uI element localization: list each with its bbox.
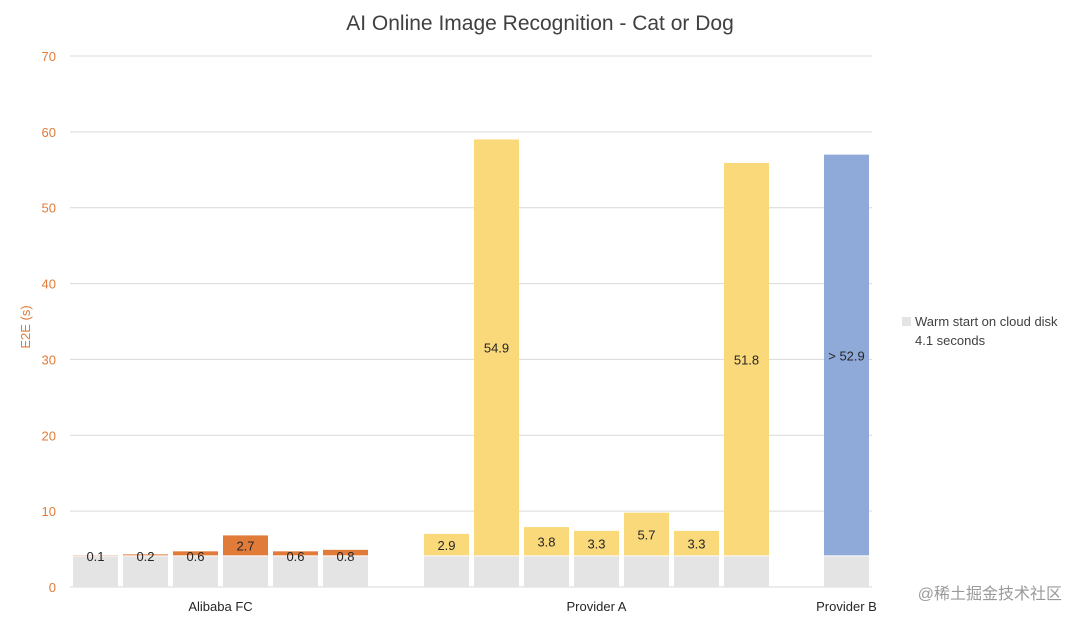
bar-segment — [474, 139, 519, 556]
bar-segment — [323, 549, 368, 556]
chart-title: AI Online Image Recognition - Cat or Dog — [346, 12, 734, 35]
bar-base-segment — [474, 555, 519, 587]
bar-base-segment — [424, 555, 469, 587]
data-label: 54.9 — [484, 341, 509, 356]
bar-segment — [173, 551, 218, 556]
bar-segment — [824, 154, 869, 556]
bar-segment — [724, 162, 769, 556]
y-axis-ticks: 0 10 20 30 40 50 60 70 — [42, 49, 56, 595]
y-tick-label: 50 — [42, 201, 56, 216]
data-label: > 52.9 — [828, 348, 865, 363]
data-labels: 0.1 0.2 0.6 2.7 0.6 0.8 2.9 54.9 3.8 3.3 5.7 3.3 51.… — [86, 341, 864, 564]
y-tick-label: 0 — [49, 580, 56, 595]
y-tick-label: 70 — [42, 49, 56, 64]
bar-base-segment — [73, 555, 118, 587]
legend-swatch — [902, 317, 911, 326]
bar-base-segment — [223, 555, 268, 587]
watermark: @稀土掘金技术社区 — [918, 585, 1062, 603]
bar-base-segment — [323, 555, 368, 587]
bar-base-segment — [624, 555, 669, 587]
data-label: 0.1 — [86, 549, 104, 564]
bar-base-segment — [824, 555, 869, 587]
data-label: 2.9 — [437, 538, 455, 553]
bar-base-segment — [524, 555, 569, 587]
data-label: 0.8 — [336, 549, 354, 564]
data-label: 0.6 — [286, 549, 304, 564]
data-label: 3.3 — [687, 536, 705, 551]
y-tick-label: 10 — [42, 504, 56, 519]
bar-segment — [123, 554, 168, 556]
bar-segment — [574, 530, 619, 556]
legend: Warm start on cloud disk 4.1 seconds — [902, 314, 1058, 348]
bar-segment — [524, 527, 569, 556]
bar-base-segment — [724, 555, 769, 587]
x-group-label: Provider A — [567, 599, 627, 614]
bars — [73, 139, 869, 587]
y-axis-label: E2E (s) — [18, 305, 33, 348]
x-group-label: Provider B — [816, 599, 877, 614]
legend-label-detail: 4.1 seconds — [915, 333, 986, 348]
bar-segment — [624, 512, 669, 556]
data-label: 51.8 — [734, 352, 759, 367]
bar-base-segment — [173, 555, 218, 587]
data-label: 0.2 — [136, 549, 154, 564]
bar-base-segment — [674, 555, 719, 587]
bar-base-segment — [273, 555, 318, 587]
y-tick-label: 20 — [42, 428, 56, 443]
bar-segment — [273, 551, 318, 556]
bar-segment — [674, 530, 719, 556]
data-label: 5.7 — [637, 527, 655, 542]
bar-base-segment — [574, 555, 619, 587]
gridlines — [70, 55, 872, 588]
bar-segment — [223, 535, 268, 556]
y-tick-label: 30 — [42, 352, 56, 367]
y-tick-label: 60 — [42, 125, 56, 140]
legend-label: Warm start on cloud disk — [915, 314, 1058, 329]
bar-base-segment — [123, 555, 168, 587]
x-group-label: Alibaba FC — [188, 599, 252, 614]
data-label: 2.7 — [236, 539, 254, 554]
data-label: 3.8 — [537, 534, 555, 549]
data-label: 0.6 — [186, 549, 204, 564]
bar-segment — [424, 533, 469, 556]
data-label: 3.3 — [587, 536, 605, 551]
y-tick-label: 40 — [42, 277, 56, 292]
x-axis-group-labels: Alibaba FC Provider A Provider B — [188, 599, 877, 614]
